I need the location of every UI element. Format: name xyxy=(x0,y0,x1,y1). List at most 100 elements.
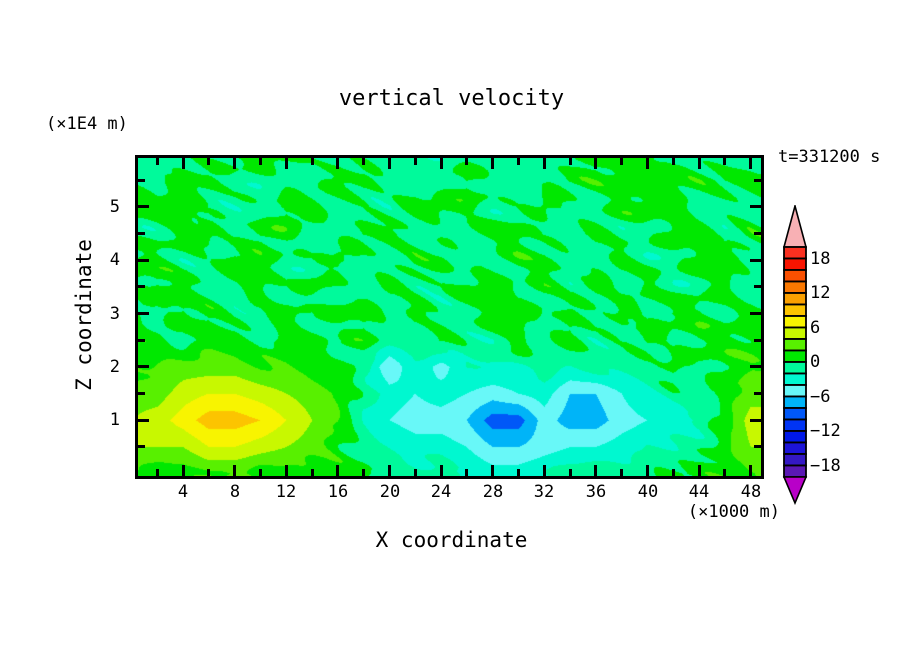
axis-tick xyxy=(259,158,262,165)
axis-tick xyxy=(138,259,149,262)
axis-tick xyxy=(465,158,468,165)
axis-tick xyxy=(259,469,262,476)
axis-tick xyxy=(440,158,443,169)
axis-tick xyxy=(620,469,623,476)
axis-tick xyxy=(491,465,494,476)
x-tick-label: 32 xyxy=(533,482,555,502)
x-tick-label: 36 xyxy=(585,482,607,502)
x-tick-label: 28 xyxy=(482,482,504,502)
x-tick-label: 12 xyxy=(275,482,297,502)
axis-tick xyxy=(156,158,159,165)
axis-tick xyxy=(336,465,339,476)
axis-tick xyxy=(138,312,149,315)
axis-tick xyxy=(362,158,365,165)
x-axis-units-label: (×1000 m) xyxy=(687,502,780,522)
colorbar-label: 18 xyxy=(810,249,831,269)
axis-tick xyxy=(138,419,149,422)
y-axis-title: Z coordinate xyxy=(72,239,96,391)
colorbar-label: 0 xyxy=(810,352,821,372)
axis-tick xyxy=(156,469,159,476)
axis-tick xyxy=(569,158,572,165)
x-axis-title: X coordinate xyxy=(375,528,528,552)
axis-tick xyxy=(414,158,417,165)
x-tick-label: 8 xyxy=(229,482,241,502)
axis-tick xyxy=(672,469,675,476)
axis-tick xyxy=(491,158,494,169)
axis-tick xyxy=(620,158,623,165)
y-tick-label: 3 xyxy=(109,304,120,324)
axis-tick xyxy=(594,465,597,476)
axis-tick xyxy=(750,365,761,368)
axis-tick xyxy=(362,469,365,476)
axis-tick xyxy=(646,158,649,169)
x-tick-label: 24 xyxy=(430,482,452,502)
axis-tick xyxy=(646,465,649,476)
axis-tick xyxy=(723,469,726,476)
axis-tick xyxy=(138,232,145,235)
colorbar xyxy=(782,205,808,505)
axis-tick xyxy=(336,158,339,169)
y-tick-label: 5 xyxy=(109,197,120,217)
axis-tick xyxy=(233,465,236,476)
axis-tick xyxy=(207,469,210,476)
axis-tick xyxy=(182,158,185,169)
colorbar-label: 6 xyxy=(810,318,821,338)
plot-frame xyxy=(135,155,764,479)
axis-tick xyxy=(750,259,761,262)
axis-tick xyxy=(754,392,761,395)
axis-tick xyxy=(517,469,520,476)
axis-tick xyxy=(138,392,145,395)
y-tick-label: 2 xyxy=(109,357,120,377)
y-tick-label: 1 xyxy=(109,410,120,430)
axis-tick xyxy=(388,465,391,476)
axis-tick xyxy=(138,365,149,368)
axis-tick xyxy=(750,312,761,315)
axis-tick xyxy=(754,232,761,235)
axis-ticks xyxy=(138,158,761,476)
axis-tick xyxy=(594,158,597,169)
axis-tick xyxy=(138,445,145,448)
x-tick-label: 44 xyxy=(688,482,710,502)
y-tick-label: 4 xyxy=(109,250,120,270)
colorbar-label: −18 xyxy=(810,456,841,476)
axis-tick xyxy=(138,285,145,288)
axis-tick xyxy=(754,285,761,288)
axis-tick xyxy=(749,158,752,169)
axis-tick xyxy=(698,158,701,169)
axis-tick xyxy=(285,158,288,169)
axis-tick xyxy=(388,158,391,169)
x-tick-label: 16 xyxy=(327,482,349,502)
axis-tick xyxy=(138,339,145,342)
axis-tick xyxy=(311,158,314,165)
axis-tick xyxy=(233,158,236,169)
colorbar-label: 12 xyxy=(810,283,831,303)
axis-tick xyxy=(672,158,675,165)
x-tick-label: 48 xyxy=(740,482,762,502)
axis-tick xyxy=(138,205,149,208)
x-tick-label: 40 xyxy=(637,482,659,502)
chart-title: vertical velocity xyxy=(338,86,565,111)
axis-tick xyxy=(754,179,761,182)
axis-tick xyxy=(311,469,314,476)
axis-tick xyxy=(750,419,761,422)
contour-field xyxy=(138,158,761,476)
x-tick-label: 20 xyxy=(379,482,401,502)
axis-tick xyxy=(698,465,701,476)
axis-tick xyxy=(465,469,468,476)
axis-tick xyxy=(749,465,752,476)
axis-tick xyxy=(517,158,520,165)
axis-tick xyxy=(754,445,761,448)
y-axis-units-label: (×1E4 m) xyxy=(46,114,128,134)
colorbar-label: −12 xyxy=(810,421,841,441)
axis-tick xyxy=(138,179,145,182)
axis-tick xyxy=(440,465,443,476)
axis-tick xyxy=(285,465,288,476)
axis-tick xyxy=(543,158,546,169)
axis-tick xyxy=(569,469,572,476)
axis-tick xyxy=(750,205,761,208)
axis-tick xyxy=(182,465,185,476)
time-annotation: t=331200 s xyxy=(778,147,881,167)
axis-tick xyxy=(723,158,726,165)
axis-tick xyxy=(754,339,761,342)
